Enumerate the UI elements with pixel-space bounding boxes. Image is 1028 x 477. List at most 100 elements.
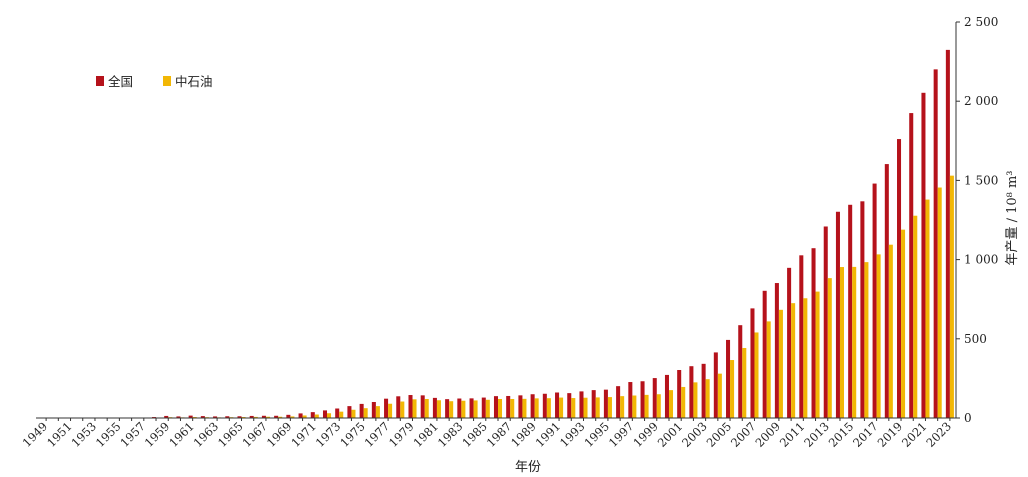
- bar-national-2018: [885, 164, 889, 418]
- bar-national-2006: [738, 325, 742, 418]
- bar-national-1972: [323, 410, 327, 418]
- x-tick-label: 2013: [801, 419, 832, 450]
- bar-cnpc-1976: [376, 406, 380, 418]
- x-tick-label: 1981: [410, 419, 441, 450]
- bar-national-1992: [567, 393, 571, 418]
- bar-cnpc-1994: [596, 397, 600, 418]
- bar-cnpc-1971: [315, 415, 319, 418]
- x-axis-title: 年份: [515, 460, 541, 473]
- bar-cnpc-1981: [437, 400, 441, 418]
- bar-cnpc-2007: [754, 332, 758, 418]
- bar-national-1971: [311, 412, 315, 418]
- legend: 全国 中石油: [96, 74, 213, 89]
- bar-cnpc-1987: [510, 399, 514, 418]
- bar-national-1980: [421, 395, 425, 418]
- bar-national-2014: [836, 212, 840, 418]
- bar-national-1994: [592, 390, 596, 418]
- bar-cnpc-1978: [400, 402, 404, 418]
- bar-cnpc-2019: [901, 230, 905, 418]
- y-tick-label: 1 500: [964, 173, 998, 187]
- bar-national-2015: [848, 205, 852, 418]
- legend-label-national: 全国: [108, 74, 133, 89]
- bar-cnpc-1982: [449, 401, 453, 418]
- bar-cnpc-2001: [681, 387, 685, 418]
- bar-national-1975: [360, 404, 364, 418]
- bar-national-2002: [689, 366, 693, 418]
- bar-national-2019: [897, 139, 901, 418]
- x-tick-label: 1959: [142, 419, 173, 450]
- bar-cnpc-1997: [632, 396, 636, 418]
- bar-cnpc-2000: [669, 390, 673, 418]
- bar-national-1999: [653, 378, 657, 418]
- bar-national-2023: [946, 50, 950, 418]
- bar-cnpc-1984: [474, 400, 478, 418]
- bar-national-2009: [775, 283, 779, 418]
- bar-cnpc-2014: [840, 267, 844, 418]
- bar-cnpc-1998: [645, 395, 649, 418]
- x-tick-label: 1985: [459, 419, 490, 450]
- bar-cnpc-1974: [351, 410, 355, 418]
- bar-cnpc-1979: [413, 399, 417, 418]
- bar-national-1989: [531, 394, 535, 418]
- bar-cnpc-2017: [877, 254, 881, 418]
- bar-national-2016: [860, 201, 864, 418]
- x-tick-label: 2007: [728, 419, 759, 450]
- bar-cnpc-1995: [608, 397, 612, 418]
- bar-cnpc-1985: [486, 400, 490, 418]
- x-tick-label: 2005: [704, 419, 735, 450]
- bar-national-1990: [543, 394, 547, 418]
- bar-national-1977: [384, 399, 388, 418]
- y-tick-label: 2 500: [964, 15, 998, 29]
- y-tick-label: 2 000: [964, 94, 998, 108]
- x-tick-label: 1973: [313, 419, 344, 450]
- bar-layer: [42, 50, 954, 418]
- x-tick-label: 1957: [117, 419, 148, 450]
- x-tick-label: 2023: [923, 419, 954, 450]
- x-tick-label: 1967: [239, 419, 270, 450]
- bar-cnpc-2013: [828, 278, 832, 418]
- bar-national-2010: [787, 268, 791, 418]
- bar-cnpc-2018: [889, 245, 893, 418]
- y-axis-title: 年产量 / 10⁸ m³: [1005, 170, 1020, 265]
- bar-national-2011: [799, 255, 803, 418]
- bar-national-2020: [909, 113, 913, 418]
- x-tick-label: 1995: [581, 419, 612, 450]
- bar-cnpc-2004: [718, 374, 722, 418]
- x-tick-label: 1991: [533, 419, 564, 450]
- x-tick-label: 2015: [826, 419, 857, 450]
- bar-cnpc-2002: [693, 382, 697, 418]
- x-tick-label: 2009: [752, 419, 783, 450]
- x-tick-label: 1951: [44, 419, 75, 450]
- x-tick-label: 1997: [606, 419, 637, 450]
- bar-cnpc-1991: [559, 398, 563, 418]
- bar-national-1993: [579, 391, 583, 418]
- x-tick-label: 2017: [850, 419, 881, 450]
- bar-national-2017: [873, 184, 877, 418]
- bar-national-2013: [824, 226, 828, 418]
- bar-national-1998: [641, 381, 645, 418]
- x-tick-label: 2001: [655, 419, 686, 450]
- bar-cnpc-2020: [913, 216, 917, 418]
- bar-national-2003: [702, 364, 706, 418]
- bar-national-1987: [506, 396, 510, 418]
- x-tick-label: 1963: [191, 419, 222, 450]
- bar-cnpc-2003: [706, 379, 710, 418]
- legend-label-cnpc: 中石油: [175, 74, 213, 89]
- bar-national-1986: [494, 396, 498, 418]
- bar-cnpc-2016: [864, 262, 868, 418]
- x-tick-label: 1975: [337, 419, 368, 450]
- bar-cnpc-1973: [339, 412, 343, 418]
- bar-national-2004: [714, 352, 718, 418]
- x-tick-label: 1953: [68, 419, 99, 450]
- bar-national-1979: [408, 395, 412, 418]
- bar-cnpc-1972: [327, 413, 331, 418]
- x-tick-label: 2021: [899, 419, 930, 450]
- y-tick-label: 0: [964, 411, 972, 425]
- bar-national-2005: [726, 340, 730, 418]
- bar-national-1978: [396, 396, 400, 418]
- bar-cnpc-1980: [425, 399, 429, 418]
- x-tick-label: 1961: [166, 419, 197, 450]
- bar-cnpc-2021: [925, 200, 929, 418]
